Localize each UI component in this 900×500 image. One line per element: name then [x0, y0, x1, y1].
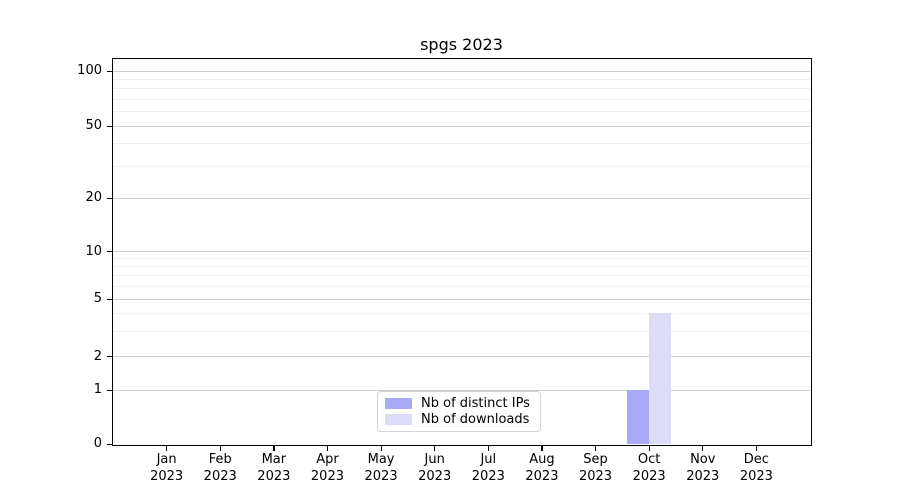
y-tick-mark [107, 197, 113, 199]
gridline-minor [113, 143, 810, 145]
x-tick-year: 2023 [739, 469, 773, 484]
x-tick-year: 2023 [257, 469, 291, 484]
gridline-major [113, 389, 810, 391]
y-tick-mark [107, 389, 113, 391]
x-tick-label: Feb 2023 [180, 451, 260, 485]
y-tick-mark [107, 251, 113, 253]
x-tick-year: 2023 [632, 469, 666, 484]
gridline-major [113, 298, 810, 300]
gridline-major [113, 356, 810, 357]
x-tick-year: 2023 [203, 469, 237, 484]
y-tick-label: 2 [93, 348, 102, 364]
gridline-minor [113, 88, 810, 90]
chart-title: spgs 2023 [420, 35, 503, 54]
x-tick-mark [595, 445, 597, 451]
gridline-minor [113, 165, 810, 167]
x-tick-mark [541, 445, 543, 451]
x-tick-label: Nov 2023 [663, 451, 743, 485]
x-tick-month: Feb [208, 452, 232, 467]
x-tick-mark [434, 445, 436, 451]
x-tick-label: Jun 2023 [395, 451, 475, 485]
legend-entry-distinct-ips: Nb of distinct IPs [385, 397, 533, 410]
x-tick-month: Sep [583, 452, 608, 467]
x-tick-label: Aug 2023 [502, 451, 582, 485]
x-tick-mark [273, 445, 275, 451]
gridline-minor [113, 275, 810, 277]
bar-downloads [649, 313, 672, 444]
x-tick-month: Nov [690, 452, 716, 467]
x-tick-mark [702, 445, 704, 451]
x-tick-year: 2023 [471, 469, 505, 484]
x-tick-year: 2023 [578, 469, 613, 484]
gridline-minor [113, 111, 810, 113]
gridline-minor [113, 98, 810, 100]
y-tick-label: 20 [85, 190, 102, 205]
x-tick-year: 2023 [364, 469, 398, 484]
y-tick-mark [107, 70, 113, 72]
x-tick-year: 2023 [310, 469, 344, 484]
gridline-major [113, 70, 810, 72]
gridline-minor [113, 286, 810, 287]
y-tick-mark [107, 443, 113, 445]
x-tick-mark [380, 445, 382, 451]
y-tick-label: 0 [93, 436, 102, 451]
legend-label: Nb of downloads [421, 412, 530, 427]
x-tick-year: 2023 [686, 469, 720, 484]
y-tick-mark [107, 356, 113, 358]
gridline-minor [113, 258, 810, 260]
x-tick-month: Dec [743, 452, 769, 467]
gridline-major [113, 251, 810, 252]
gridline-minor [113, 330, 810, 332]
gridline-major [113, 125, 810, 127]
x-tick-label: Mar 2023 [234, 451, 314, 485]
x-tick-label: Jul 2023 [448, 451, 528, 485]
x-tick-month: May [367, 452, 395, 467]
gridline-minor [113, 266, 810, 268]
legend: Nb of distinct IPs Nb of downloads [377, 391, 541, 432]
x-tick-year: 2023 [525, 469, 559, 484]
x-tick-mark [648, 445, 650, 451]
x-tick-month: Jul [480, 452, 497, 467]
x-tick-label: Sep 2023 [556, 451, 636, 485]
y-tick-mark [107, 298, 113, 300]
x-tick-year: 2023 [150, 469, 184, 484]
x-tick-mark [326, 445, 329, 451]
x-tick-month: Oct [637, 452, 661, 467]
x-tick-month: Jun [424, 452, 445, 467]
y-tick-label: 5 [93, 291, 102, 306]
legend-swatch-distinct-ips [385, 398, 412, 409]
legend-entry-downloads: Nb of downloads [385, 413, 533, 426]
x-tick-month: Jan [156, 452, 177, 467]
legend-label: Nb of distinct IPs [421, 396, 530, 411]
x-tick-label: Oct 2023 [609, 451, 689, 485]
plot-area [113, 59, 810, 444]
x-tick-mark [755, 445, 758, 451]
gridline-minor [113, 312, 810, 314]
x-tick-mark [219, 445, 221, 451]
x-tick-month: Apr [316, 452, 339, 467]
legend-swatch-downloads [385, 414, 412, 425]
bar-distinct-ips [627, 390, 650, 444]
x-tick-month: Mar [261, 452, 287, 467]
x-tick-mark [166, 445, 168, 451]
gridline-major [113, 197, 810, 199]
y-tick-label: 50 [85, 118, 102, 133]
x-tick-label: May 2023 [341, 451, 421, 485]
x-tick-label: Dec 2023 [716, 451, 796, 485]
x-tick-month: Aug [529, 452, 555, 467]
gridline-minor [113, 78, 810, 80]
y-tick-mark [107, 125, 113, 127]
x-tick-mark [487, 445, 489, 451]
x-tick-year: 2023 [418, 469, 452, 484]
y-tick-label: 10 [85, 243, 102, 259]
x-tick-label: Jan 2023 [127, 451, 207, 485]
y-tick-label: 1 [93, 382, 102, 397]
x-tick-label: Apr 2023 [287, 451, 367, 485]
y-tick-label: 100 [77, 63, 102, 78]
